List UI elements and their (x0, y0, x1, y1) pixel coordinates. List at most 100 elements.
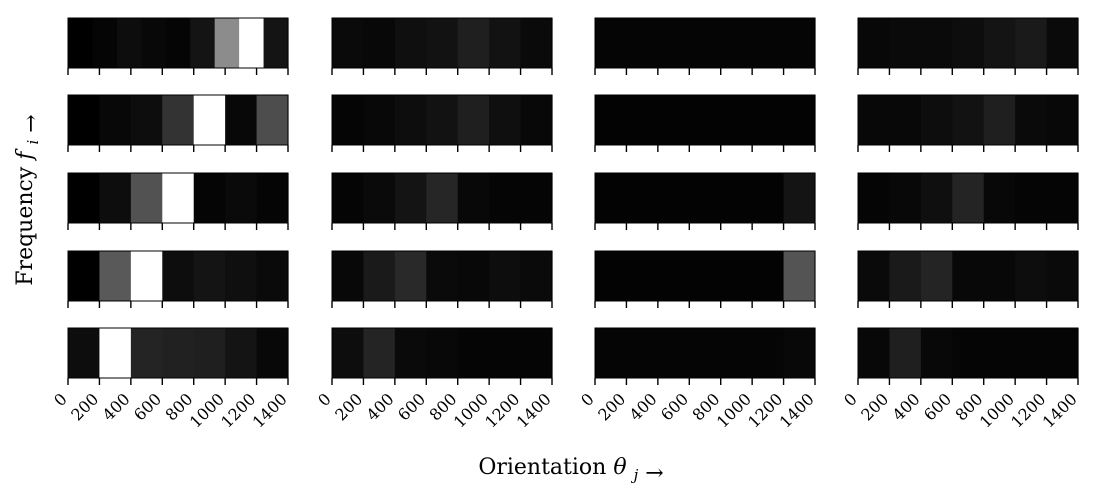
x-tick-label: 0 (314, 389, 335, 410)
y-axis-title: Frequency f i → (13, 114, 44, 285)
heatmap-cell (983, 251, 1016, 301)
heatmap-cell (426, 173, 459, 223)
heatmap-cell (983, 95, 1016, 145)
heatmap-cell (263, 18, 289, 68)
heatmap-cell (99, 173, 132, 223)
heatmap-cell (162, 251, 195, 301)
heatmap-cell (520, 328, 553, 378)
heatmap-cell (68, 18, 94, 68)
heatmap-cell (68, 328, 101, 378)
heatmap-cell (983, 173, 1016, 223)
heatmap-cell (116, 18, 142, 68)
heatmap-cell (363, 328, 396, 378)
heatmap-cell (920, 251, 953, 301)
heatmap-cell (394, 18, 427, 68)
heatmap-cell (363, 173, 396, 223)
x-tick-label: 0 (840, 389, 861, 410)
heatmap-cell (595, 18, 628, 68)
heatmap-cell (1046, 18, 1079, 68)
heatmap-cell (1046, 251, 1079, 301)
x-tick-label: 200 (594, 389, 629, 424)
heatmap-cell (130, 95, 163, 145)
heatmap-cell (457, 95, 490, 145)
x-tick-label: 600 (920, 389, 955, 424)
y-axis-subscript: i (24, 140, 42, 145)
panel-frame (857, 17, 1079, 69)
panel-frame (857, 94, 1079, 146)
panel-r2-c2 (331, 94, 553, 152)
heatmap-cell (130, 251, 163, 301)
panel-frame (67, 250, 289, 302)
panel-frame (594, 327, 816, 379)
heatmap-cell (920, 95, 953, 145)
x-tick-label: 600 (130, 389, 165, 424)
heatmap-cell (689, 173, 722, 223)
x-tick-label: 200 (857, 389, 892, 424)
heatmap-cell (752, 95, 785, 145)
heatmap-cell (1015, 173, 1048, 223)
heatmap-cell (332, 173, 365, 223)
heatmap-cell (783, 18, 816, 68)
panel-frame (67, 172, 289, 224)
panel-r4-c1 (67, 250, 289, 308)
heatmap-cell (595, 328, 628, 378)
panel-r4-c2 (331, 250, 553, 308)
heatmap-cell (889, 251, 922, 301)
heatmap-cell (595, 95, 628, 145)
heatmap-cell (952, 328, 985, 378)
x-tick-label: 1200 (217, 389, 259, 431)
x-tick-label: 1400 (513, 389, 555, 431)
heatmap-cell (332, 328, 365, 378)
x-tick-label: 1400 (1039, 389, 1081, 431)
heatmap-cell (689, 18, 722, 68)
x-tick-label: 400 (99, 389, 134, 424)
x-tick-label: 0 (50, 389, 71, 410)
heatmap-cell (858, 251, 891, 301)
heatmap-cell (626, 18, 659, 68)
x-axis-subscript: j (631, 466, 639, 484)
heatmap-cell (657, 173, 690, 223)
x-axis-title: Orientation θ j → (478, 455, 663, 486)
heatmap-cell (657, 328, 690, 378)
heatmap-cell (426, 18, 459, 68)
heatmap-cell (489, 251, 522, 301)
heatmap-cell (394, 328, 427, 378)
heatmap-cell (520, 18, 553, 68)
heatmap-cell (983, 18, 1016, 68)
heatmap-cell (920, 328, 953, 378)
heatmap-cell (489, 95, 522, 145)
panel-frame (857, 250, 1079, 302)
heatmap-cell (1015, 328, 1048, 378)
panel-r1-c3 (594, 17, 816, 75)
panel-r2-c4 (857, 94, 1079, 152)
heatmap-cell (225, 173, 258, 223)
x-tick-label: 1200 (1007, 389, 1049, 431)
heatmap-cell (457, 18, 490, 68)
x-tick-label: 400 (363, 389, 398, 424)
heatmap-cell (983, 328, 1016, 378)
heatmap-cell (689, 328, 722, 378)
heatmap-cell (162, 173, 195, 223)
x-axis-arrow: → (645, 461, 663, 486)
panel-frame (594, 250, 816, 302)
heatmap-cell (190, 18, 216, 68)
heatmap-cell (457, 328, 490, 378)
heatmap-cell (752, 328, 785, 378)
panel-frame (331, 94, 553, 146)
panel-frame (594, 172, 816, 224)
heatmap-cell (489, 18, 522, 68)
heatmap-cell (720, 18, 753, 68)
heatmap-cell (626, 251, 659, 301)
heatmap-cell (92, 18, 118, 68)
x-tick-label: 1000 (713, 389, 755, 431)
panel-frame (331, 327, 553, 379)
panel-frame (67, 17, 289, 69)
heatmap-cell (783, 95, 816, 145)
heatmap-cell (952, 173, 985, 223)
heatmap-cell (256, 251, 289, 301)
heatmap-cell (952, 18, 985, 68)
heatmap-cell (162, 95, 195, 145)
heatmap-cell (1046, 328, 1079, 378)
